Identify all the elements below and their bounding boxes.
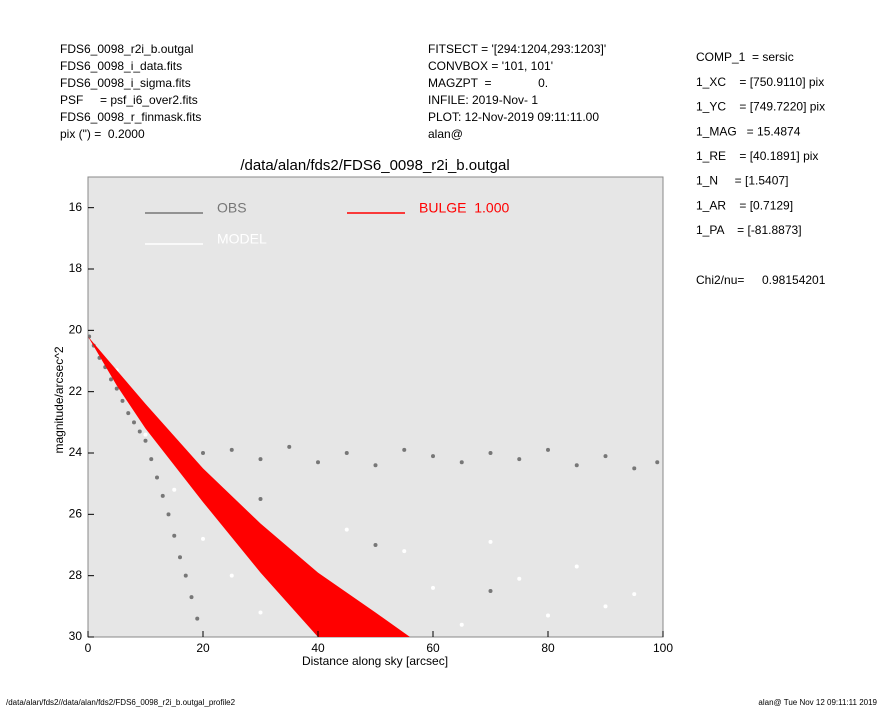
header-line: FITSECT = '[294:1204,293:1203]' [428,42,606,56]
data-point [143,432,148,437]
x-tick-label: 60 [426,641,440,655]
data-point [517,576,522,581]
header-line: 1_MAG = 15.4874 [696,124,801,138]
header-line: FDS6_0098_r_finmask.fits [60,110,201,124]
data-point [229,447,234,452]
header-line: FDS6_0098_i_sigma.fits [60,76,191,90]
data-point [258,457,263,462]
y-tick-label: 30 [69,629,83,643]
data-point [155,475,159,480]
plot-area [87,176,664,638]
data-point [258,610,263,615]
data-point [488,589,493,593]
header-line: PLOT: 12-Nov-2019 09:11:11.00 [428,110,599,124]
data-point [603,454,608,459]
header-line: alan@ [428,127,463,141]
header-line: PSF = psf_i6_over2.fits [60,93,198,107]
header-line: INFILE: 2019-Nov- 1 [428,93,538,107]
data-point [172,533,177,538]
y-tick-label: 18 [69,261,83,275]
data-point [373,463,378,468]
data-point [655,460,660,465]
header-line: FDS6_0098_i_data.fits [60,59,182,73]
data-point [402,549,407,554]
data-point [195,616,200,621]
data-point [132,420,136,425]
header-line: COMP_1 = sersic [696,50,794,64]
y-tick-label: 16 [69,200,83,214]
data-point [143,438,148,443]
data-point [172,487,177,492]
footer-left: /data/alan/fds2//data/alan/fds2/FDS6_009… [6,698,236,707]
data-point [201,451,205,455]
plot-content [88,334,660,637]
data-point [546,613,550,618]
data-point [431,454,435,459]
data-point [431,585,435,590]
data-point [373,543,378,547]
data-point [603,604,608,609]
data-point [149,457,154,462]
header-line: 1_N = [1.5407] [696,174,788,188]
header-line: 1_AR = [0.7129] [696,198,793,212]
chart-title: /data/alan/fds2/FDS6_0098_r2i_b.outgal [240,157,509,174]
chi-label: Chi2/nu= [696,273,744,287]
data-point [258,497,263,501]
data-point [120,398,125,403]
legend-label: OBS [217,200,247,216]
data-point [137,429,142,434]
y-tick-label: 24 [69,445,83,459]
header-line: CONVBOX = '101, 101' [428,59,553,73]
y-tick-label: 28 [69,568,83,582]
x-axis-label: Distance along sky [arcsec] [302,654,448,668]
data-point [189,595,194,600]
data-point [488,451,493,455]
header-line: FDS6_0098_r2i_b.outgal [60,42,193,56]
legend-label: MODEL [217,231,267,247]
y-axis-label: magnitude/arcsec^2 [52,346,66,453]
data-point [229,573,234,578]
data-point [109,377,113,382]
header-line: 1_PA = [-81.8873] [696,223,802,237]
header-line: 1_YC = [749.7220] pix [696,100,825,114]
x-tick-label: 80 [541,641,555,655]
data-point [546,447,550,452]
header-line: 1_RE = [40.1891] pix [696,149,818,163]
legend-label: BULGE 1.000 [419,200,509,216]
data-point [316,460,320,465]
data-point [344,451,349,455]
y-tick-label: 20 [69,323,83,337]
data-point [344,527,349,532]
y-tick-label: 22 [69,384,83,398]
data-point [459,622,464,627]
data-point [201,536,205,541]
chi-value: 0.98154201 [762,273,826,287]
footer-right: alan@ Tue Nov 12 09:11:11 2019 [758,698,877,707]
data-point [183,573,188,578]
data-point [574,564,579,569]
data-point [166,512,171,517]
header-line: 1_XC = [750.9110] pix [696,75,824,89]
x-tick-label: 0 [85,641,92,655]
data-point [287,444,292,449]
data-point [574,463,579,468]
header-line: MAGZPT = 0. [428,76,548,90]
x-tick-label: 40 [311,641,325,655]
y-tick-label: 26 [69,507,83,521]
header-line: pix (") = 0.2000 [60,127,145,141]
data-point [402,447,407,452]
x-tick-label: 20 [196,641,210,655]
data-point [632,592,637,597]
data-point [488,539,493,544]
data-point [114,386,119,391]
data-point [632,466,637,471]
data-point [126,411,131,416]
data-point [178,555,182,560]
data-point [160,493,165,498]
data-point [517,457,522,462]
data-point [459,460,464,465]
x-tick-label: 100 [653,641,673,655]
